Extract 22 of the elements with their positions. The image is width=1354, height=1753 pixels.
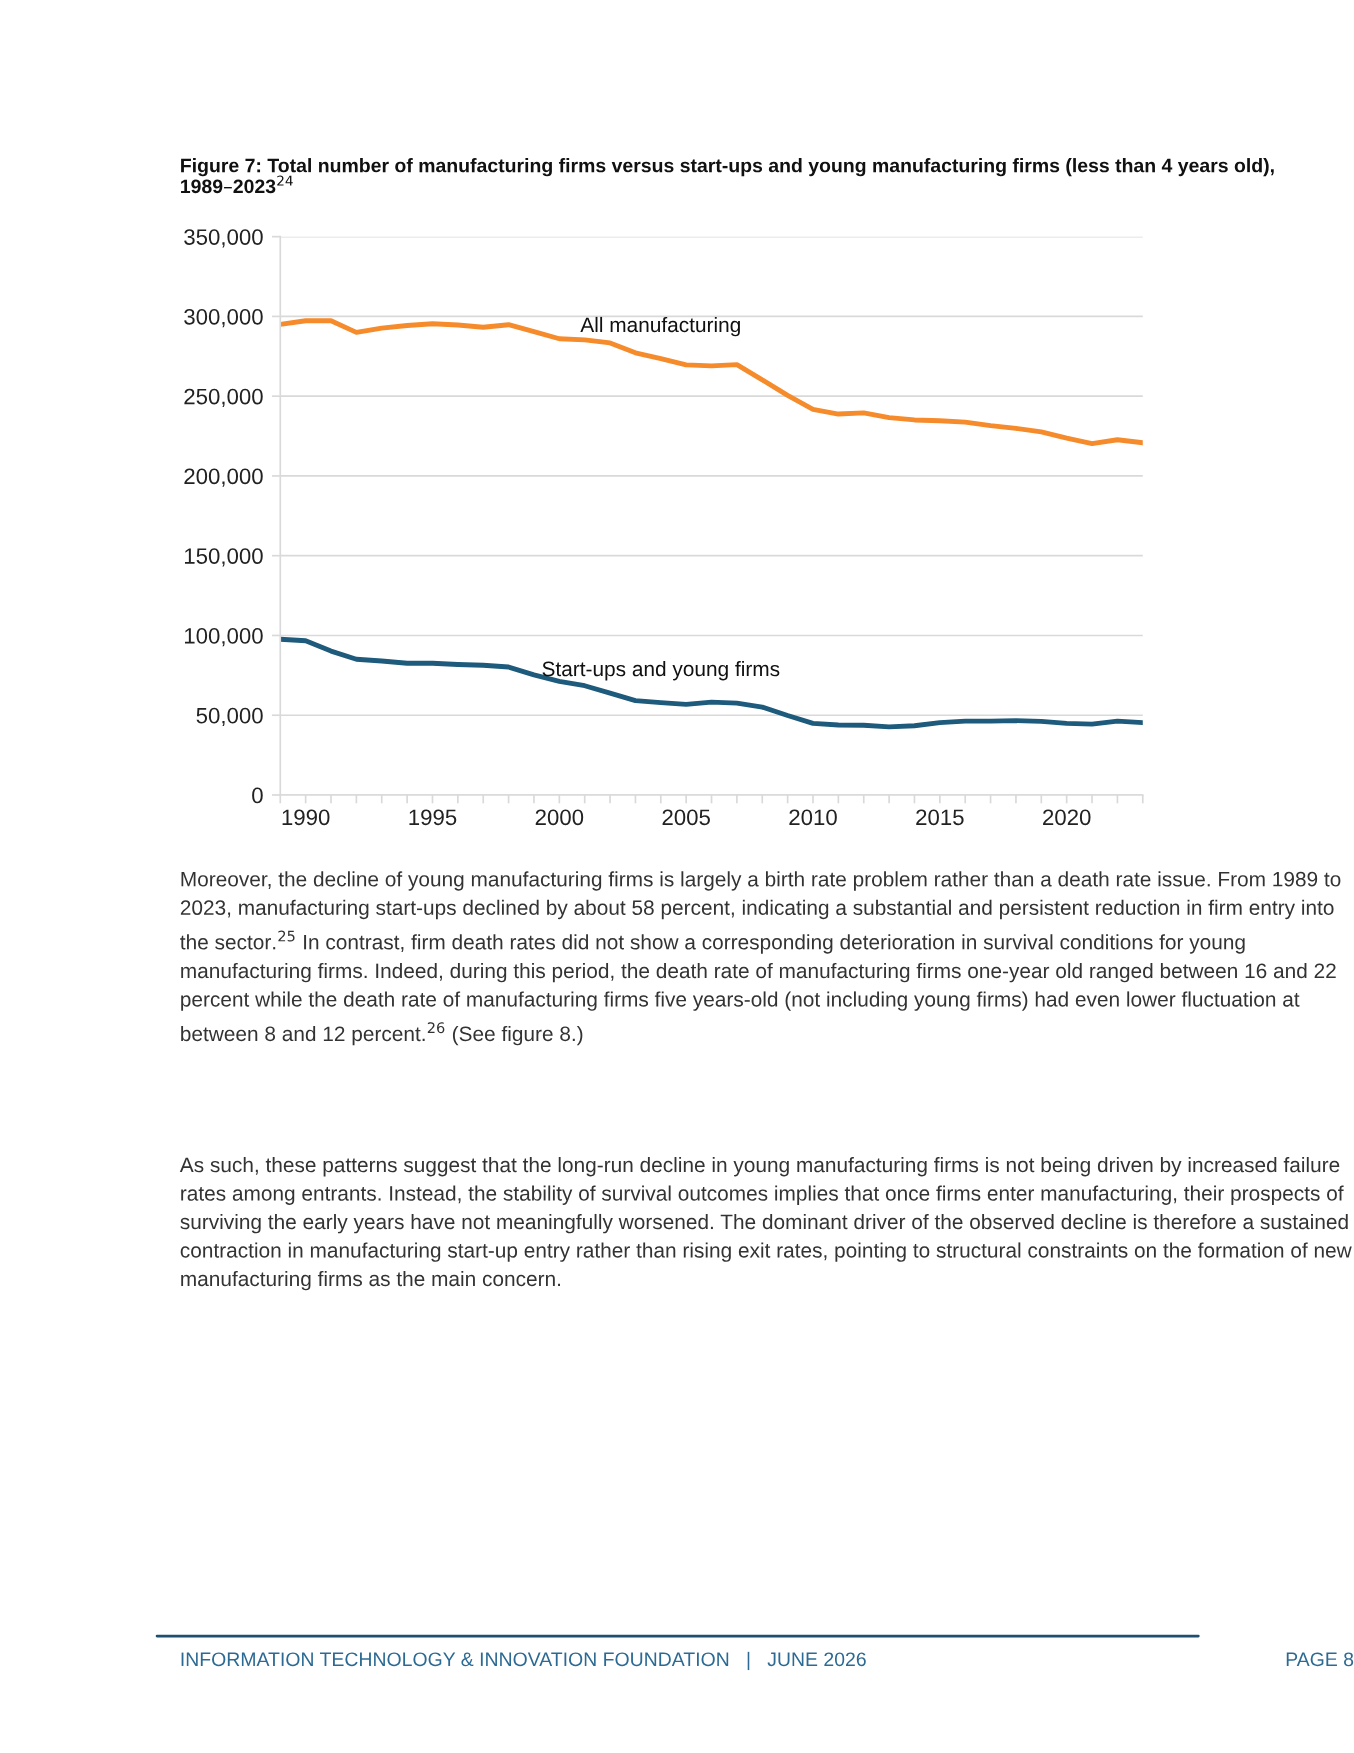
y-tick-label: 100,000 (184, 628, 263, 647)
y-tick-label: 150,000 (184, 548, 263, 567)
chart-title: Figure 7: Total number of manufacturing firms versus start-ups and young manufacturing firms (less than 4 years old), 1989–2023$^{24}$ (181, 158, 1274, 194)
series-label: Start-ups and young firms (542, 660, 780, 681)
series-label: All manufacturing (580, 316, 740, 337)
y-tick-label: 50,000 (196, 707, 263, 727)
text: Moreover, the decline of young manufacturing firms is largely a birth rate problem rather than a death rate issue. From 1989 to 2023, manufacturing start-ups declined by about 58 percent, indicating a substantial and persistent reduction in firm entry into the sector.$^{25}$ In contrast, firm death rates did not show a corresponding deterioration in survival conditions for young manufacturing firms. Indeed, during this period, the death rate of manufacturing firms one-year old ranged between 16 and 22 percent while the death rate of manufacturing firms five years-old (not including young firms) had even lower fluctuation at between 8 and 12 percent.$^{26}$ (See figure 8.) (180, 871, 1341, 1046)
y-tick-label: 300,000 (184, 308, 263, 328)
x-tick-label: 1990 (282, 809, 330, 826)
text: As such, these patterns suggest that the long-run decline in young manufacturing firms is not being driven by increased failure rates among entrants. Instead, the stability of survival outcomes implies that once firms enter manufacturing, their prospects of surviving the early years have not meaningfully worsened. The dominant driver of the observed decline is therefore a sustained contraction in manufacturing start-up entry rather than rising exit rates, pointing to structural constraints on the formation of new manufacturing firms as the main concern. (179, 1156, 1352, 1291)
y-tick-label: 0 (252, 787, 263, 804)
x-tick-label: 2010 (789, 809, 837, 826)
text: PAGE 8 (1286, 1652, 1354, 1667)
x-tick-label: 2005 (662, 809, 710, 826)
x-tick-label: 2000 (535, 809, 584, 826)
x-tick-label: 1995 (409, 809, 457, 826)
x-tick-label: 2020 (1043, 809, 1091, 826)
y-tick-label: 350,000 (184, 229, 263, 248)
y-tick-label: 200,000 (184, 468, 263, 487)
text: INFORMATION TECHNOLOGY & INNOVATION FOUNDATION | JUNE 2026 (181, 1651, 866, 1671)
x-tick-label: 2015 (916, 809, 964, 826)
y-tick-label: 250,000 (184, 388, 263, 408)
